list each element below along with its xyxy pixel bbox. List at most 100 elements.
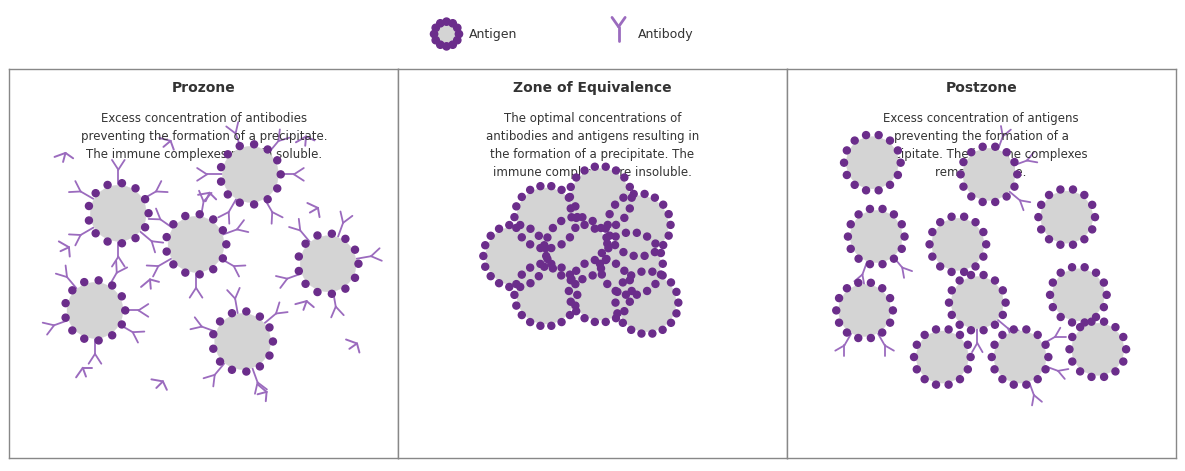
Circle shape (622, 291, 629, 298)
Circle shape (667, 221, 674, 228)
Circle shape (979, 143, 986, 150)
Circle shape (658, 250, 665, 257)
Circle shape (956, 332, 963, 338)
Circle shape (991, 341, 998, 348)
Circle shape (250, 141, 257, 148)
Circle shape (627, 298, 633, 305)
Circle shape (620, 249, 627, 256)
Circle shape (628, 194, 635, 201)
Circle shape (277, 171, 284, 178)
Circle shape (1023, 381, 1030, 388)
Circle shape (544, 234, 551, 241)
Circle shape (224, 151, 231, 158)
Circle shape (90, 185, 146, 241)
Circle shape (589, 218, 596, 225)
Circle shape (265, 352, 273, 359)
Circle shape (214, 314, 270, 369)
Circle shape (931, 218, 984, 270)
Circle shape (1045, 236, 1052, 243)
Circle shape (572, 174, 579, 181)
Circle shape (890, 307, 896, 314)
Circle shape (482, 242, 488, 249)
Circle shape (544, 255, 551, 262)
Circle shape (145, 210, 152, 217)
Circle shape (236, 199, 243, 206)
Circle shape (92, 190, 100, 197)
Circle shape (197, 211, 203, 218)
Circle shape (486, 227, 544, 285)
Circle shape (879, 329, 885, 336)
Text: Antigen: Antigen (468, 27, 517, 41)
Circle shape (628, 272, 635, 279)
Circle shape (517, 284, 524, 291)
Circle shape (109, 332, 116, 339)
Circle shape (430, 30, 437, 38)
Circle shape (581, 260, 588, 267)
Circle shape (925, 241, 933, 248)
Circle shape (572, 214, 579, 221)
Circle shape (181, 212, 188, 219)
Circle shape (946, 381, 952, 388)
Circle shape (673, 288, 680, 295)
Circle shape (558, 241, 565, 248)
Circle shape (141, 195, 148, 203)
Circle shape (929, 253, 936, 260)
Circle shape (956, 321, 963, 328)
Circle shape (933, 381, 940, 388)
Circle shape (613, 315, 620, 322)
Circle shape (566, 311, 574, 318)
Text: The optimal concentrations of
antibodies and antigens resulting in
the formation: The optimal concentrations of antibodies… (486, 112, 699, 179)
Circle shape (633, 291, 640, 298)
Circle shape (572, 224, 579, 231)
Circle shape (543, 252, 550, 260)
Circle shape (967, 327, 974, 334)
Circle shape (968, 149, 975, 156)
Circle shape (274, 185, 281, 192)
Circle shape (613, 287, 619, 294)
Circle shape (526, 187, 533, 194)
Circle shape (886, 181, 893, 188)
Circle shape (638, 330, 645, 337)
Circle shape (1101, 279, 1107, 286)
Circle shape (948, 213, 955, 220)
Circle shape (243, 368, 250, 375)
Circle shape (613, 221, 620, 228)
Circle shape (1091, 214, 1098, 220)
Circle shape (572, 302, 579, 309)
Circle shape (604, 221, 611, 228)
Circle shape (963, 148, 1016, 200)
Circle shape (314, 289, 321, 295)
Circle shape (965, 366, 972, 373)
Circle shape (1004, 193, 1010, 200)
Circle shape (229, 366, 236, 374)
Circle shape (999, 287, 1006, 294)
Circle shape (433, 24, 440, 32)
Circle shape (513, 203, 520, 210)
Circle shape (513, 224, 520, 231)
Circle shape (579, 214, 585, 221)
Circle shape (314, 232, 321, 239)
Circle shape (1089, 201, 1096, 208)
Circle shape (980, 253, 987, 260)
Circle shape (568, 214, 575, 221)
Circle shape (649, 268, 655, 275)
Circle shape (526, 264, 533, 271)
Circle shape (480, 252, 487, 260)
Circle shape (558, 218, 565, 225)
Circle shape (665, 211, 672, 218)
Circle shape (443, 43, 450, 50)
Circle shape (223, 146, 278, 203)
Circle shape (844, 147, 851, 154)
Circle shape (968, 193, 975, 200)
Circle shape (513, 302, 520, 309)
Circle shape (356, 260, 361, 267)
Circle shape (982, 241, 989, 248)
Circle shape (571, 169, 629, 227)
Circle shape (591, 257, 598, 263)
Circle shape (558, 187, 565, 194)
Circle shape (436, 41, 444, 49)
Circle shape (581, 221, 588, 228)
Circle shape (547, 183, 555, 190)
Circle shape (581, 167, 588, 174)
Circle shape (547, 244, 555, 252)
